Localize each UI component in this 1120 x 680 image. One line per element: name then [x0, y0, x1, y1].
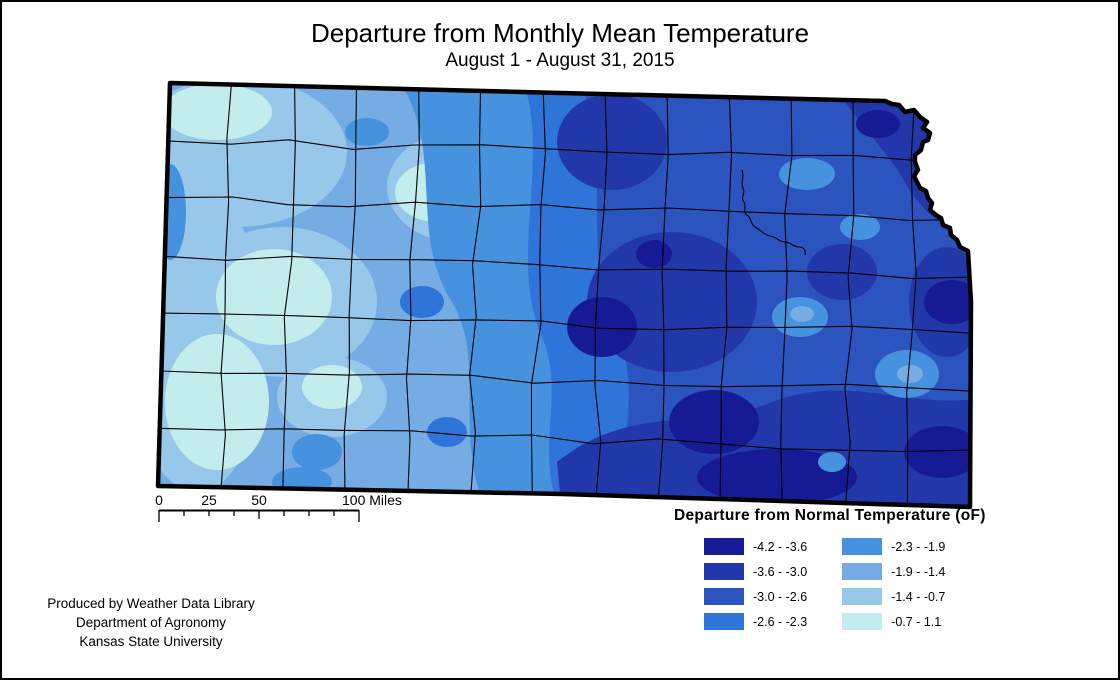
legend-label: -1.4 - -0.7	[891, 589, 946, 604]
legend-swatch	[842, 613, 883, 630]
legend-swatch	[704, 588, 744, 605]
attribution: Produced by Weather Data Library Departm…	[20, 594, 282, 651]
map-subtitle: August 1 - August 31, 2015	[445, 50, 675, 71]
legend-label: -1.9 - -1.4	[891, 564, 946, 579]
legend-item: -2.3 - -1.9	[842, 534, 945, 559]
legend-label: -2.6 - -2.3	[753, 614, 808, 629]
legend-title: Departure from Normal Temperature (oF)	[674, 507, 986, 524]
scale-label-0: 0	[155, 492, 163, 508]
legend-swatch	[842, 538, 883, 555]
attribution-line-3: Kansas State University	[79, 634, 223, 649]
attribution-line-1: Produced by Weather Data Library	[47, 596, 255, 611]
legend-item: -2.6 - -2.3	[704, 609, 807, 634]
legend-item: -3.6 - -3.0	[704, 559, 807, 584]
map-title: Departure from Monthly Mean Temperature	[310, 18, 810, 48]
state-outline	[155, 80, 974, 510]
legend-item: -4.2 - -3.6	[704, 534, 807, 559]
legend-swatch	[842, 563, 883, 580]
scale-bar-graphic	[158, 509, 360, 522]
legend-item: -1.4 - -0.7	[842, 584, 945, 609]
scale-bar: 0 25 50 100 Miles	[149, 492, 419, 528]
legend: Departure from Normal Temperature (oF) -…	[674, 507, 1044, 634]
temperature-surface	[158, 83, 971, 507]
river-line	[741, 169, 806, 256]
legend-swatch	[704, 563, 744, 580]
legend-label: -4.2 - -3.6	[753, 539, 808, 554]
scale-label-25: 25	[201, 492, 217, 508]
legend-swatch	[704, 613, 744, 630]
legend-item: -3.0 - -2.6	[704, 584, 807, 609]
legend-label: -3.6 - -3.0	[753, 564, 808, 579]
legend-label: -0.7 - 1.1	[891, 614, 942, 629]
scale-label-50: 50	[251, 492, 267, 508]
legend-swatch	[842, 588, 883, 605]
legend-item: -0.7 - 1.1	[842, 609, 945, 634]
legend-label: -3.0 - -2.6	[753, 589, 808, 604]
county-grid	[158, 83, 971, 507]
legend-swatch	[704, 538, 744, 555]
attribution-line-2: Department of Agronomy	[75, 615, 227, 630]
legend-label: -2.3 - -1.9	[891, 539, 946, 554]
scale-label-100-miles: 100 Miles	[342, 492, 402, 508]
legend-item: -1.9 - -1.4	[842, 559, 945, 584]
